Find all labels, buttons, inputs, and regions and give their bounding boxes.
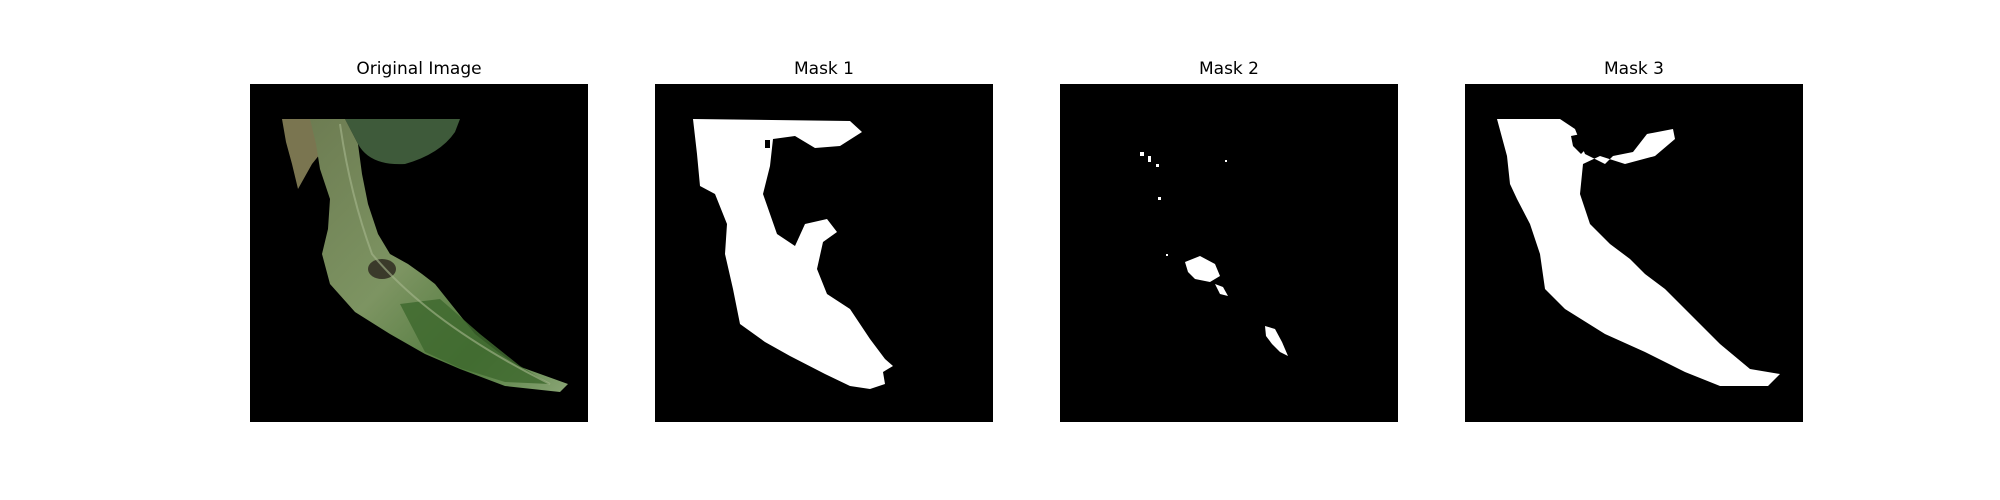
mask-1-hole — [765, 140, 770, 148]
original-leaf-image — [250, 84, 588, 422]
mask-2-region — [1265, 326, 1288, 356]
panel-title: Original Image — [356, 59, 482, 79]
panel-mask-2: Mask 2 — [1060, 58, 1398, 428]
mask-2-speck — [1148, 156, 1151, 162]
mask-3-region — [1497, 119, 1780, 386]
mask-2-speck — [1166, 254, 1168, 256]
mask-background — [1060, 84, 1398, 422]
mask-1-image — [655, 84, 993, 422]
main-leaf — [310, 119, 568, 392]
mask-2-speck — [1225, 160, 1227, 162]
mask-2-region — [1215, 284, 1228, 296]
panel-title: Mask 1 — [793, 59, 854, 79]
mask-1-region — [693, 119, 893, 389]
panel-mask-3: Mask 3 — [1465, 58, 1803, 428]
mask-2-speck — [1156, 164, 1159, 167]
panel-title: Mask 3 — [1603, 59, 1664, 79]
panel-title: Mask 2 — [1198, 59, 1259, 79]
mask-2-speck — [1140, 152, 1144, 156]
leaf-midrib — [339, 123, 551, 385]
mask-2-image — [1060, 84, 1398, 422]
upper-leaf — [345, 119, 460, 165]
mask-2-speck — [1158, 197, 1161, 200]
mask-3-hole — [1571, 134, 1589, 154]
mask-2-region — [1185, 256, 1220, 282]
mask-3-image — [1465, 84, 1803, 422]
mask-1-hole — [773, 142, 777, 148]
panel-original-image: Original Image — [250, 58, 588, 428]
panel-mask-1: Mask 1 — [655, 58, 993, 428]
